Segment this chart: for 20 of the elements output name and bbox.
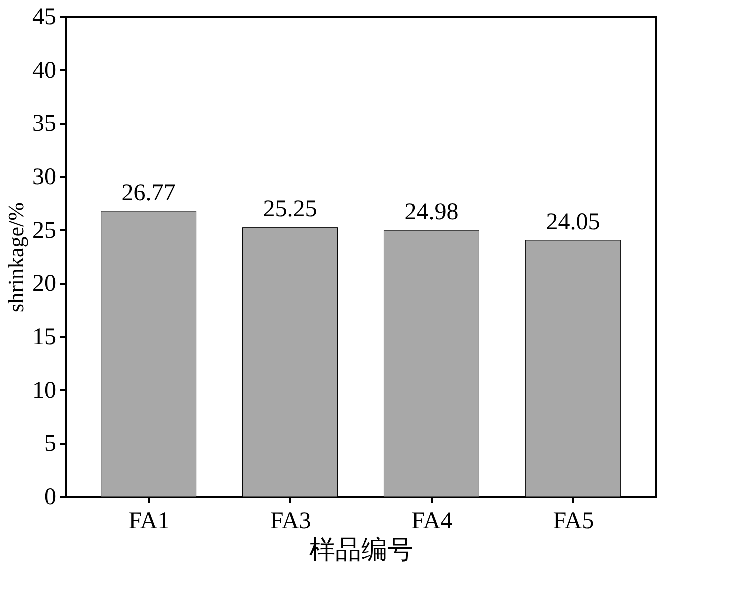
data-label: 24.05 — [546, 209, 600, 236]
data-label: 25.25 — [263, 196, 318, 223]
y-tick-label: 5 — [44, 431, 56, 458]
x-tick-label: FA1 — [128, 508, 170, 534]
data-label: 24.98 — [404, 200, 459, 226]
y-tick-label: 35 — [32, 111, 56, 138]
x-axis-title: 样品编号 — [310, 536, 414, 564]
x-tick-label: FA3 — [270, 508, 312, 534]
y-tick-label: 30 — [32, 164, 56, 190]
y-tick-label: 10 — [32, 378, 56, 404]
y-tick-label: 25 — [32, 218, 56, 244]
x-tick-label: FA4 — [412, 508, 453, 534]
y-tick-label: 0 — [44, 484, 56, 510]
y-tick-label: 20 — [32, 271, 56, 298]
data-label: 26.77 — [122, 180, 176, 206]
y-axis-title: shrinkage/% — [4, 202, 28, 312]
y-tick-label: 40 — [32, 58, 56, 84]
y-tick-label: 15 — [32, 324, 56, 350]
y-tick-label: 45 — [32, 4, 56, 30]
x-tick-label: FA5 — [553, 508, 594, 534]
